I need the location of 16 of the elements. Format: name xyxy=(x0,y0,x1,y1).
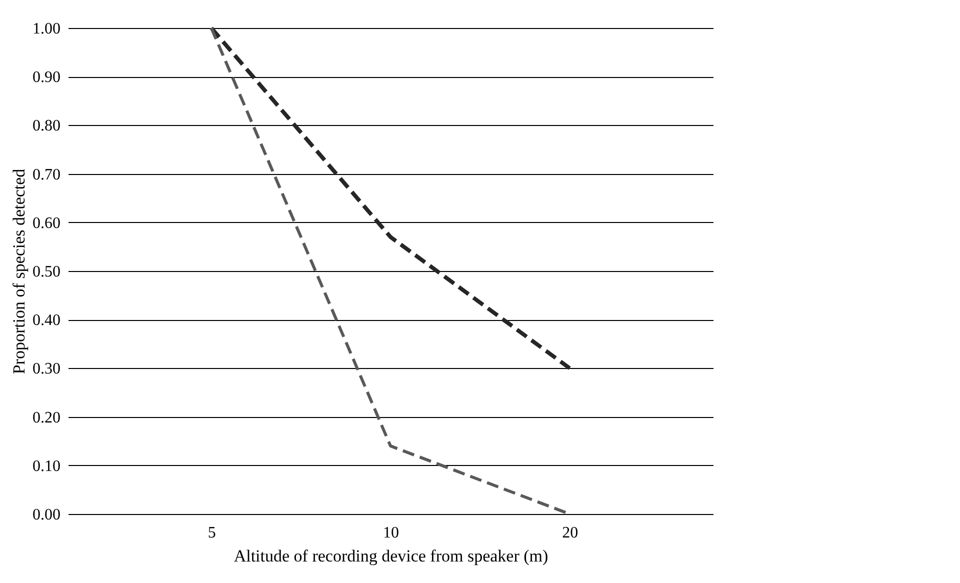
x-tick-label: 10 xyxy=(383,524,399,542)
y-tick-label: 0.70 xyxy=(32,166,60,184)
y-tick-label: 0.90 xyxy=(32,69,60,86)
y-tick-label: 0.60 xyxy=(32,214,60,232)
y-tick-label: 0.10 xyxy=(32,458,60,475)
y-tick-label: 0.40 xyxy=(32,312,60,330)
y-tick-label: 0.50 xyxy=(32,264,60,280)
y-tick-label: 0.00 xyxy=(32,506,60,524)
x-tick-label: 5 xyxy=(208,524,216,542)
y-axis-title: Proportion of species detected xyxy=(10,168,28,374)
y-tick-label: 1.00 xyxy=(32,20,60,38)
y-tick-label: 0.30 xyxy=(32,360,60,378)
x-tick-label: 20 xyxy=(562,524,578,542)
y-tick-label: 0.20 xyxy=(32,409,60,426)
x-axis-title: Altitude of recording device from speaker (m) xyxy=(234,546,548,566)
y-tick-label: 0.80 xyxy=(32,118,60,135)
